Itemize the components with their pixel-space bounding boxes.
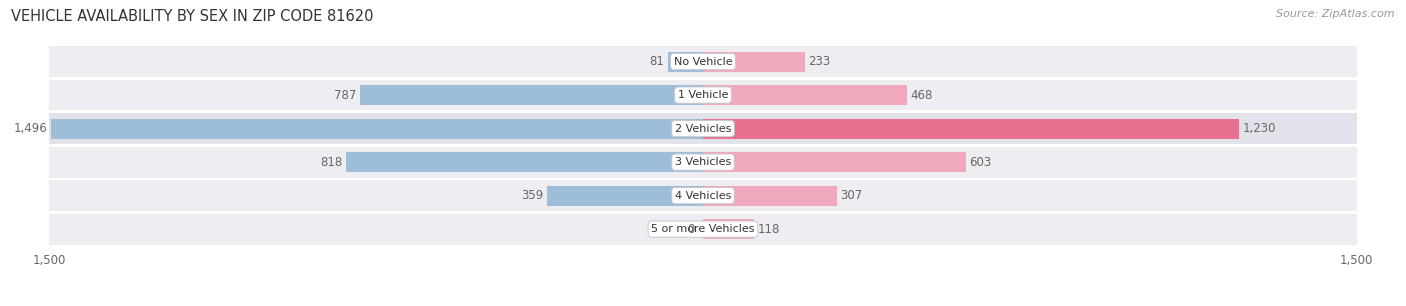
Text: 359: 359: [520, 189, 543, 202]
Bar: [703, 85, 907, 105]
Text: 118: 118: [758, 223, 780, 236]
Text: 0: 0: [688, 223, 695, 236]
Bar: [360, 85, 703, 105]
Text: VEHICLE AVAILABILITY BY SEX IN ZIP CODE 81620: VEHICLE AVAILABILITY BY SEX IN ZIP CODE …: [11, 9, 374, 24]
Bar: [703, 219, 755, 239]
Text: 468: 468: [911, 88, 932, 102]
Bar: [346, 152, 703, 172]
Text: 1 Vehicle: 1 Vehicle: [678, 90, 728, 100]
Bar: [49, 80, 1357, 110]
Text: 1,230: 1,230: [1243, 122, 1277, 135]
Text: 818: 818: [321, 156, 343, 169]
Text: 2 Vehicles: 2 Vehicles: [675, 124, 731, 134]
Text: 307: 307: [841, 189, 862, 202]
Bar: [668, 51, 703, 72]
Bar: [703, 51, 804, 72]
Bar: [703, 118, 1239, 139]
Text: 4 Vehicles: 4 Vehicles: [675, 191, 731, 201]
Bar: [49, 147, 1357, 177]
Bar: [547, 185, 703, 206]
Bar: [49, 214, 1357, 244]
Text: 1,496: 1,496: [14, 122, 48, 135]
Bar: [51, 118, 703, 139]
Bar: [49, 46, 1357, 77]
Text: 5 or more Vehicles: 5 or more Vehicles: [651, 224, 755, 234]
Text: Source: ZipAtlas.com: Source: ZipAtlas.com: [1277, 9, 1395, 19]
Text: 233: 233: [808, 55, 831, 68]
Text: 603: 603: [969, 156, 991, 169]
Text: 787: 787: [335, 88, 357, 102]
Text: No Vehicle: No Vehicle: [673, 57, 733, 67]
Text: 3 Vehicles: 3 Vehicles: [675, 157, 731, 167]
Bar: [703, 185, 837, 206]
Text: 81: 81: [650, 55, 664, 68]
Bar: [49, 180, 1357, 211]
Bar: [49, 113, 1357, 144]
Bar: [703, 152, 966, 172]
